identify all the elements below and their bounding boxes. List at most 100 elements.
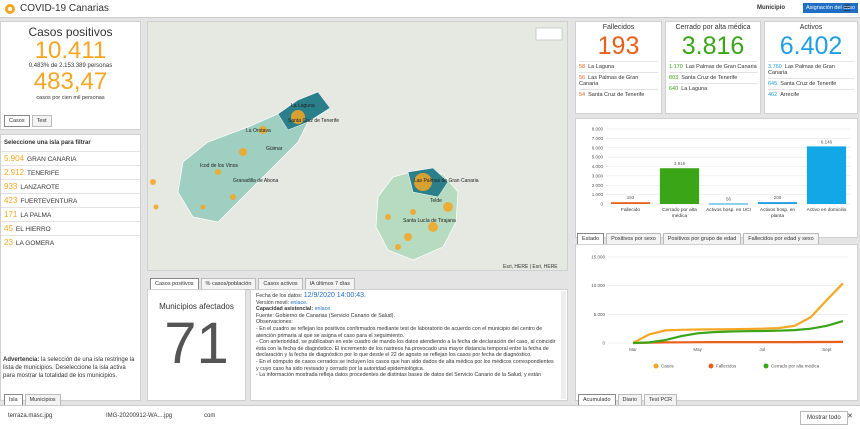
stat-count: 3.760 [768, 64, 782, 70]
source: Fuente: Gobierno de Canarias (Servicio C… [256, 312, 395, 319]
island-row[interactable]: 23 LA GOMERA [1, 235, 140, 249]
app-title: COVID-19 Canarias [20, 3, 109, 14]
y-tick-label: 5.000 [594, 312, 606, 317]
y-tick-label: 3.000 [592, 173, 604, 178]
rate-label: casos por cien mil personas [36, 95, 105, 101]
x-tick-label: Sept [822, 347, 832, 352]
stat-name: Arrecife [780, 92, 800, 98]
bar-tabs: Estado Positivos por sexo Positivos por gr… [577, 227, 821, 245]
island-row[interactable]: 423 FUERTEVENTURA [1, 193, 140, 207]
warning-text: la selección de una isla restringe la li… [3, 357, 135, 379]
stat-panel: Activos 6.402 3.760 Las Palmas de Gran Cana… [764, 21, 858, 114]
island-row[interactable]: 5.904 GRAN CANARIA [1, 151, 140, 165]
tenerife-north [277, 91, 331, 131]
stat-row[interactable]: 56 Las Palmas de Gran Canaria [579, 72, 658, 89]
legend-label: Fallecidos [716, 364, 737, 369]
close[interactable]: ✕ [847, 413, 853, 420]
stat-count: 1.170 [669, 64, 683, 70]
x-tick-label: Cerrado por alta médica [662, 208, 697, 219]
x-tick-label: Jul [759, 347, 765, 352]
stat-row[interactable]: 640 La Laguna [669, 83, 757, 94]
download-file[interactable]: com [204, 413, 216, 419]
map-label: La Laguna [291, 103, 315, 109]
island-name: GRAN CANARIA [27, 156, 77, 163]
paragraphs: - En el cuadro se reflejan los positivos… [256, 326, 557, 379]
island-count: 45 [4, 224, 13, 233]
stat-row[interactable]: 462 Arrecife [768, 89, 854, 100]
stat-name: La Laguna [681, 86, 708, 92]
island-count: 5.904 [4, 154, 25, 163]
summary-title: Casos positivos [28, 25, 113, 39]
stat-row[interactable]: 803 Santa Cruz de Tenerife [669, 72, 757, 83]
island-name: LA GOMERA [15, 240, 55, 247]
legend-swatch [763, 363, 769, 369]
bar [610, 202, 651, 204]
download-file[interactable]: terraza.masc.jpg [8, 413, 53, 419]
capacity-link[interactable]: enlace. [314, 306, 332, 313]
island-name: LA PALMA [20, 212, 52, 219]
stat-count: 58 [579, 64, 586, 70]
islands-title: Seleccione una isla para filtrar [4, 140, 91, 146]
legend-swatch [708, 363, 714, 369]
island-row[interactable]: 2.912 TENERIFE [1, 165, 140, 179]
header: COVID-19 Canarias Municipio Asignación d… [0, 0, 860, 18]
island-row[interactable]: 171 LA PALMA [1, 207, 140, 221]
line-chart: 0 5.000 10.000 15.000 Mar May Jul Sept Casos Fall… [591, 255, 848, 369]
map-label: La Orotava [246, 128, 271, 134]
map-tools[interactable] [535, 27, 563, 41]
municipios-title: Municipios afectados [159, 302, 234, 311]
stat-panel: Cerrado por alta médica 3.816 1.170 Las Pal… [665, 21, 761, 114]
island-count: 2.912 [4, 168, 25, 177]
island-name: FUERTEVENTURA [20, 198, 78, 205]
show-all[interactable]: Mostrar todo [800, 411, 848, 425]
stat-title: Cerrado por alta médica [675, 24, 751, 31]
map-label: Telde [430, 198, 442, 204]
download-file[interactable]: IMG-20200912-WA....jpg [106, 413, 173, 419]
x-tick-label: Activos hosp. en planta [759, 208, 796, 219]
stat-row[interactable]: 1.170 Las Palmas de Gran Canaria [669, 61, 757, 72]
stat-panel: Fallecidos 193 58 La Laguna 56 Las Palmas de … [575, 21, 662, 114]
paragraph: - En el cómputo de casos cerrados se inc… [256, 358, 554, 372]
stat-count: 803 [669, 75, 679, 81]
x-tick-label: Mar [629, 347, 637, 352]
stat-row[interactable]: 3.760 Las Palmas de Gran Canaria [768, 61, 854, 78]
x-tick-label: Fallecido [620, 208, 641, 213]
paragraph: - La información mostrada refleja datos … [256, 372, 542, 379]
y-tick-label: 8.000 [592, 127, 604, 132]
stat-count: 462 [768, 92, 778, 98]
island-row[interactable]: 45 EL HIERRO [1, 221, 140, 235]
stat-count: 54 [579, 92, 586, 98]
y-tick-label: 2.000 [592, 183, 604, 188]
map: La Laguna Santa Cruz de Tenerife La Orot… [150, 27, 563, 270]
stat-title: Fallecidos [602, 24, 635, 31]
stat-total: 3.816 [681, 32, 745, 60]
stat-count: 645 [768, 81, 778, 87]
logo [5, 4, 15, 14]
tab[interactable]: Test [31, 115, 52, 127]
tab[interactable]: Casos [4, 115, 30, 127]
notes-panel: Fecha de los datos: 12/9/2020 14:00:43. … [250, 289, 568, 401]
stat-row[interactable]: 58 La Laguna [579, 61, 658, 72]
stat-row[interactable]: 54 Santa Cruz de Tenerife [579, 89, 658, 100]
stat-name: Las Palmas de Gran Canaria [685, 64, 757, 70]
mobile-label: Versión movil: [256, 299, 289, 306]
island-row[interactable]: 933 LANZAROTE [1, 179, 140, 193]
stat-count: 640 [669, 86, 679, 92]
assign-button[interactable]: Asignación del caso [803, 3, 858, 13]
map-tabs: Casos positivos% casos/población Casos ac… [150, 272, 357, 290]
legend-swatch [653, 363, 659, 369]
value-label: 3.816 [674, 161, 686, 166]
island-tabs: Isla Municipios [4, 388, 63, 406]
x-tick-label: May [693, 347, 702, 352]
island-list: 5.904 GRAN CANARIA 2.912 TENERIFE 933 LANZARO… [1, 151, 140, 249]
scrollbar[interactable] [561, 291, 566, 399]
legend-label: Casos [661, 364, 675, 369]
menu-icon[interactable]: ☰ [843, 3, 852, 13]
stat-row[interactable]: 645 Santa Cruz de Tenerife [768, 78, 854, 89]
island-name: EL HIERRO [15, 226, 51, 233]
bar-chart: 0 1.000 2.000 3.000 4.000 5.000 6.000 7.000 8.00… [592, 127, 851, 207]
mobile-link[interactable]: enlace. [290, 299, 308, 306]
y-tick-label: 7.000 [592, 136, 604, 141]
y-tick-label: 0 [600, 202, 603, 207]
bar [757, 202, 798, 204]
